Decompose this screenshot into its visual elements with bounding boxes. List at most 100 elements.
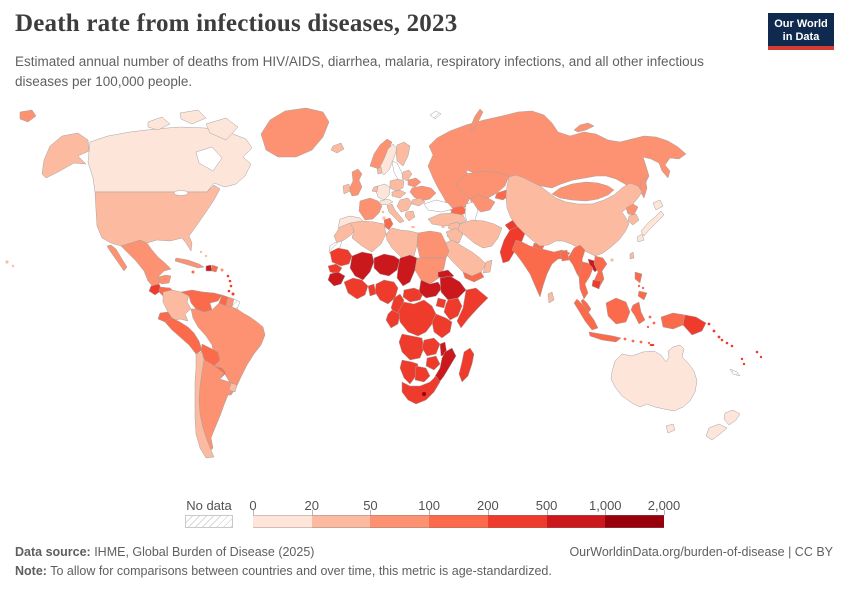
country-hawaii[interactable] (5, 260, 15, 268)
country-guatemala[interactable] (148, 283, 163, 296)
country-thailand[interactable] (578, 261, 594, 300)
country-hainan[interactable] (610, 258, 614, 262)
country-tasmania[interactable] (665, 423, 676, 434)
country-japan[interactable] (636, 199, 665, 243)
country-south-sudan[interactable] (418, 279, 443, 299)
country-china[interactable] (505, 174, 643, 257)
country-iceland[interactable] (330, 142, 345, 154)
no-data-swatch[interactable] (185, 515, 233, 528)
country-corsica-sardinia[interactable] (381, 210, 386, 220)
country-new-caledonia[interactable] (729, 368, 741, 377)
country-mongolia[interactable] (551, 181, 615, 202)
country-zambia[interactable] (421, 337, 441, 357)
country-crete[interactable] (410, 226, 416, 228)
country-taiwan[interactable] (629, 251, 635, 260)
country-senegal[interactable] (327, 263, 343, 275)
country-belarus[interactable] (407, 177, 422, 188)
country-fiji[interactable] (755, 350, 763, 359)
country-mauritania[interactable] (329, 247, 353, 267)
country-alaska[interactable] (41, 132, 90, 179)
country-ukraine[interactable] (409, 185, 437, 202)
country-new-zealand[interactable] (705, 409, 741, 441)
country-bahamas[interactable] (199, 250, 208, 258)
country-timor[interactable] (649, 343, 655, 347)
country-novaya-zemlya[interactable] (469, 108, 484, 133)
country-baltics[interactable] (401, 169, 413, 182)
country-poland[interactable] (389, 178, 405, 192)
country-niger[interactable] (373, 253, 401, 277)
country-madagascar[interactable] (458, 347, 475, 383)
country-botswana[interactable] (414, 365, 431, 383)
country-peru[interactable] (164, 317, 203, 355)
country-lesser-sunda[interactable] (623, 337, 651, 345)
country-congo-gabon[interactable] (385, 309, 401, 329)
country-mozambique[interactable] (433, 347, 457, 385)
country-ivory-coast-ghana[interactable] (343, 277, 369, 300)
country-vietnam[interactable] (592, 255, 608, 289)
country-venezuela[interactable] (180, 289, 223, 313)
legend-bin[interactable] (487, 515, 547, 528)
country-saudi-arabia[interactable] (442, 239, 487, 277)
legend-bin[interactable] (253, 515, 312, 528)
country-france[interactable] (358, 197, 383, 221)
country-usa[interactable] (94, 184, 221, 252)
country-jamaica[interactable] (191, 270, 195, 274)
country-greenland[interactable] (260, 107, 330, 158)
country-ireland[interactable] (342, 183, 351, 195)
country-kazakhstan[interactable] (456, 170, 510, 200)
country-uk[interactable] (348, 168, 363, 197)
country-vanuatu[interactable] (740, 357, 746, 366)
country-italy[interactable] (386, 203, 405, 224)
country-mexico[interactable] (106, 239, 172, 289)
country-balkans[interactable] (396, 197, 413, 213)
country-arctic-island-2[interactable] (179, 109, 207, 125)
country-sumatra[interactable] (573, 298, 599, 331)
country-somalia[interactable] (456, 287, 489, 329)
country-cuba[interactable] (174, 257, 205, 269)
country-drc[interactable] (397, 299, 437, 337)
country-greece[interactable] (404, 210, 416, 222)
country-papua-new-guinea[interactable] (682, 314, 721, 339)
country-tunisia[interactable] (383, 217, 394, 231)
country-bangladesh[interactable] (559, 249, 570, 262)
country-cambodia[interactable] (591, 279, 602, 290)
country-puerto-rico[interactable] (220, 268, 224, 272)
country-sudan[interactable] (414, 257, 447, 285)
country-denmark[interactable] (376, 166, 383, 175)
country-lesotho[interactable] (422, 392, 426, 396)
legend-bin[interactable] (370, 515, 430, 528)
country-arctic-island-1[interactable] (147, 116, 171, 131)
country-namibia[interactable] (399, 359, 419, 385)
country-angola[interactable] (398, 333, 425, 361)
country-russia-fragment[interactable] (19, 109, 37, 123)
country-cyprus[interactable] (441, 226, 445, 228)
country-sulawesi[interactable] (630, 301, 646, 325)
legend-bin[interactable] (429, 515, 488, 528)
country-haiti[interactable] (205, 264, 213, 272)
country-chad[interactable] (396, 254, 418, 287)
country-baffin-island[interactable] (205, 117, 239, 141)
country-togo-benin[interactable] (367, 283, 377, 297)
country-sri-lanka[interactable] (547, 291, 555, 304)
country-dominican-republic[interactable] (211, 264, 219, 273)
country-finland[interactable] (395, 141, 411, 167)
country-solomon-islands[interactable] (720, 338, 734, 348)
country-czech-hungary[interactable] (391, 189, 407, 199)
country-guinea[interactable] (327, 271, 346, 287)
country-kenya[interactable] (443, 297, 463, 321)
country-ethiopia[interactable] (439, 275, 467, 301)
country-lesser-antilles[interactable] (226, 274, 233, 293)
country-libya[interactable] (385, 227, 419, 259)
country-borneo[interactable] (605, 297, 631, 325)
country-north-korea[interactable] (625, 203, 639, 216)
owid-link[interactable]: OurWorldinData.org/burden-of-disease | C… (569, 545, 833, 559)
country-yemen[interactable] (462, 271, 485, 283)
country-oman[interactable] (482, 259, 493, 274)
legend-bin[interactable] (605, 515, 665, 528)
legend-bin[interactable] (311, 515, 371, 528)
country-uruguay[interactable] (228, 382, 238, 393)
country-french-guiana[interactable] (231, 298, 241, 310)
country-uganda[interactable] (435, 297, 447, 309)
country-algeria[interactable] (349, 220, 387, 253)
country-south-korea[interactable] (627, 213, 640, 226)
